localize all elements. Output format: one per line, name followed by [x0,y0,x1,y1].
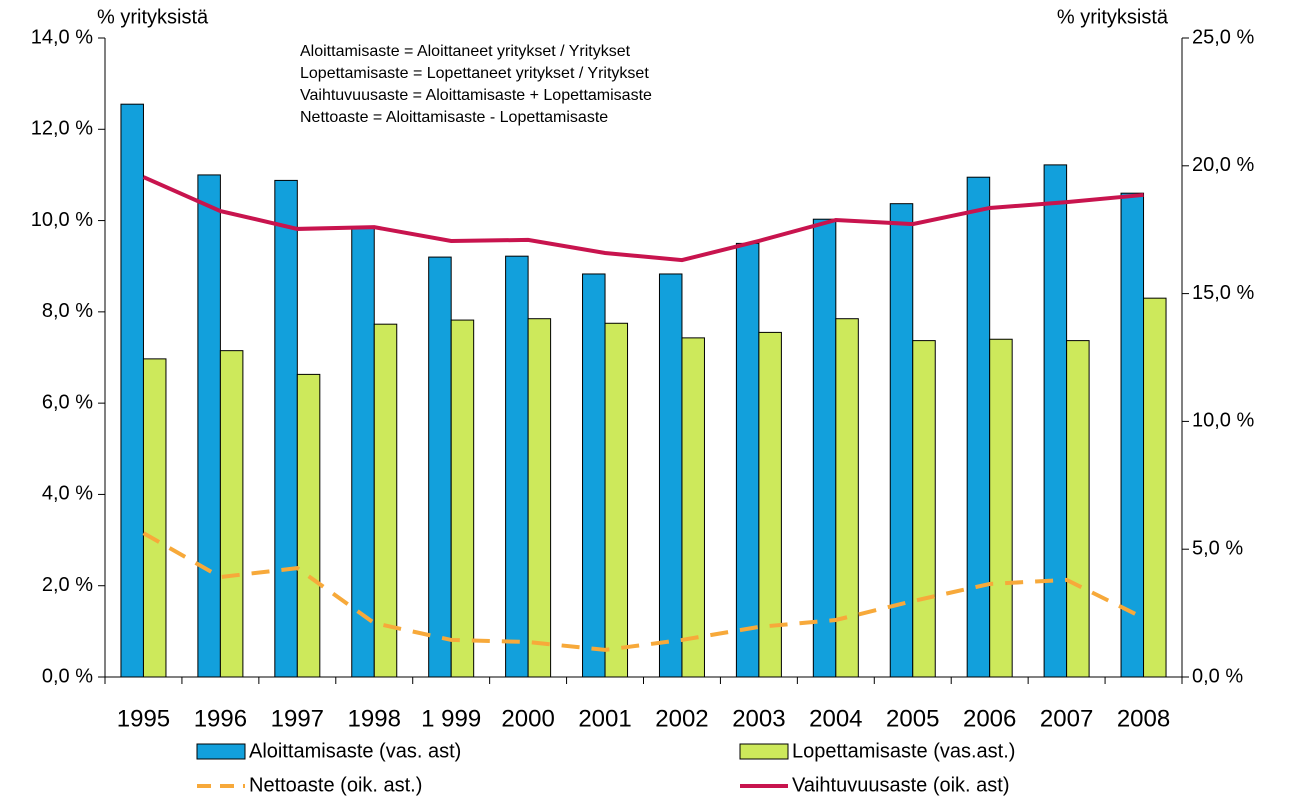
line-series [142,531,1145,652]
x-tick-label: 2003 [732,705,785,732]
bar [428,256,452,678]
y2-tick-label: 10,0 % [1192,410,1254,432]
bar [120,103,144,678]
y-tick-label: 2,0 % [42,574,93,596]
y-axis-label: % yrityksistä [97,6,209,28]
x-tick-label: 2006 [963,705,1016,732]
x-tick-label: 2001 [578,705,631,732]
bar [912,340,936,678]
y2-tick-label: 15,0 % [1192,282,1254,304]
bar [582,273,606,678]
bar [505,255,529,678]
bar [1066,340,1090,678]
y2-tick-label: 0,0 % [1192,665,1243,687]
bar [351,226,375,678]
bar [1043,164,1068,678]
y2-axis-label: % yrityksistä [1057,6,1169,28]
y-tick-label: 4,0 % [42,483,93,505]
bar [966,176,991,678]
bar [527,318,552,678]
x-tick-label: 2004 [809,705,862,732]
x-tick-label: 1998 [348,705,401,732]
legend-label: Aloittamisaste (vas. ast) [249,740,461,762]
x-tick-label: 2002 [655,705,708,732]
legend-label: Nettoaste (oik. ast.) [249,774,422,796]
legend-swatch [196,743,246,760]
x-tick-label: 2000 [501,705,554,732]
y2-tick-label: 25,0 % [1192,26,1254,48]
legend-label: Vaihtuvuusaste (oik. ast) [792,774,1010,796]
bar [197,174,221,678]
bar [812,218,837,678]
x-tick-label: 2007 [1040,705,1093,732]
bar [658,273,683,678]
bar [1120,192,1145,678]
x-tick-label: 2008 [1117,705,1170,732]
bar [274,179,298,678]
legend-swatch [739,743,789,760]
bar [989,338,1013,678]
y-tick-label: 12,0 % [31,118,93,140]
x-tick-label: 1996 [194,705,247,732]
line-series [142,175,1144,263]
bar [1143,297,1167,678]
y-tick-label: 8,0 % [42,300,93,322]
bar [296,373,321,678]
y-tick-label: 14,0 % [31,26,93,48]
x-tick-label: 1 999 [421,705,481,732]
y2-tick-label: 5,0 % [1192,537,1243,559]
bar [735,242,760,678]
legend-label: Lopettamisaste (vas.ast.) [792,740,1015,762]
annotation: Nettoaste = Aloittamisaste - Lopettamisa… [300,109,608,126]
bar [604,322,629,678]
y-tick-label: 0,0 % [42,665,93,687]
annotation: Vaihtuvuusaste = Aloittamisaste + Lopett… [300,87,652,104]
y-tick-label: 10,0 % [31,209,93,231]
bar [450,319,475,678]
bar [835,318,859,678]
y-tick-label: 6,0 % [42,391,93,413]
x-tick-label: 1995 [117,705,170,732]
bar [219,350,244,678]
annotation: Lopettamisaste = Lopettaneet yritykset /… [300,65,649,82]
x-tick-label: 1997 [271,705,324,732]
bar [681,337,705,678]
annotation: Aloittamisaste = Aloittaneet yritykset /… [300,43,631,60]
bar [142,358,167,678]
x-tick-label: 2005 [886,705,939,732]
y2-tick-label: 20,0 % [1192,154,1254,176]
